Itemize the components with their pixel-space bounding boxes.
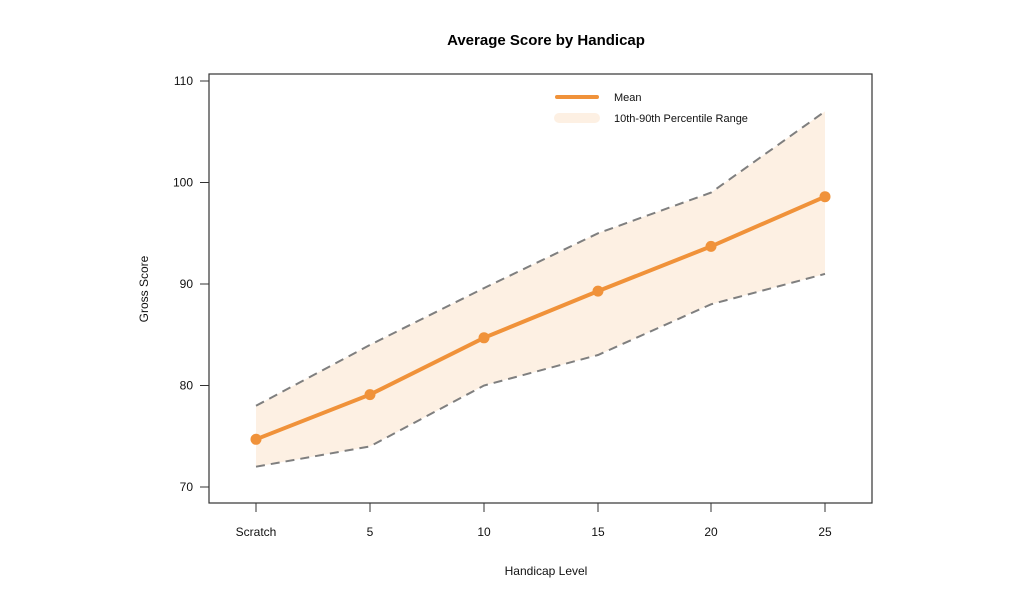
mean-line <box>255 194 826 442</box>
mean-point <box>250 433 262 445</box>
mean-point <box>478 332 490 344</box>
x-tick-label: Scratch <box>236 525 277 539</box>
y-axis: 70 80 90 100 110 <box>173 74 209 494</box>
mean-point <box>364 389 376 401</box>
x-tick-label: 15 <box>591 525 605 539</box>
legend-band-label: 10th-90th Percentile Range <box>614 113 748 125</box>
percentile-band <box>256 111 825 467</box>
x-tick-label: 5 <box>367 525 374 539</box>
legend: Mean 10th-90th Percentile Range <box>554 92 748 125</box>
y-tick-label: 100 <box>173 176 193 190</box>
x-tick-label: 20 <box>704 525 718 539</box>
x-axis-label: Handicap Level <box>505 564 588 578</box>
lower-percentile-line <box>255 272 826 468</box>
x-axis: Scratch 5 10 15 20 25 <box>236 503 832 539</box>
y-tick-label: 80 <box>180 379 194 393</box>
legend-band-swatch <box>554 113 600 123</box>
upper-percentile-line <box>255 110 826 407</box>
x-tick-label: 10 <box>477 525 491 539</box>
y-axis-label: Gross Score <box>137 255 151 322</box>
plot-frame <box>208 73 873 504</box>
y-tick-label: 110 <box>174 74 193 88</box>
x-tick-label: 25 <box>818 525 832 539</box>
mean-point <box>592 285 604 297</box>
y-tick-label: 90 <box>180 277 194 291</box>
mean-point <box>705 240 717 252</box>
legend-mean-label: Mean <box>614 92 642 104</box>
plot-area <box>250 110 831 468</box>
mean-point <box>819 191 831 203</box>
chart-title: Average Score by Handicap <box>447 32 645 49</box>
y-tick-label: 70 <box>180 480 194 494</box>
mean-points <box>250 191 831 445</box>
